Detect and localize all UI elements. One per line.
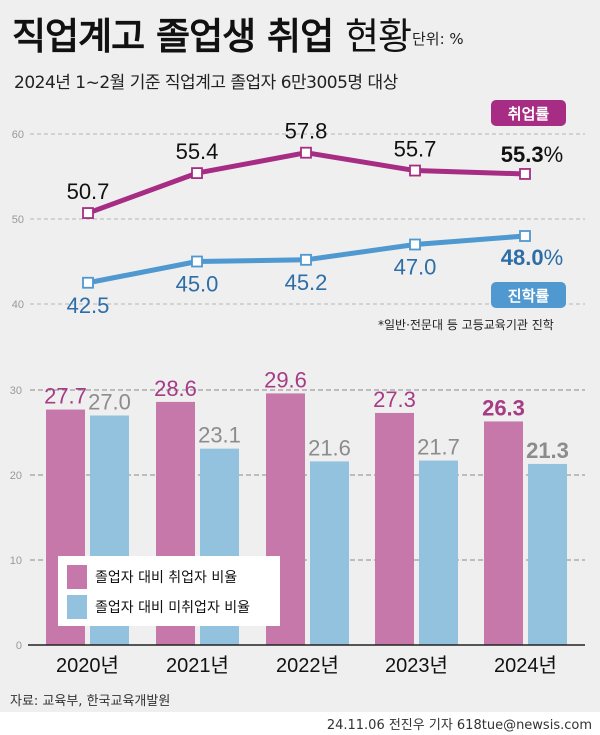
line-marker bbox=[191, 167, 203, 180]
bar-data-label: 21.7 bbox=[417, 435, 460, 460]
y-tick-line-50: 50 bbox=[12, 214, 24, 226]
credit-line: 24.11.06 전진우 기자 618tue@newsis.com bbox=[326, 718, 592, 733]
bar-unemployed bbox=[310, 461, 349, 645]
y-tick-bar-20: 20 bbox=[10, 470, 22, 482]
series-line-0 bbox=[87, 150, 526, 216]
data-label: 47.0 bbox=[394, 255, 437, 280]
bar-employed bbox=[375, 412, 414, 645]
legend-label-employed: 졸업자 대비 취업자 비율 bbox=[95, 570, 238, 586]
line-marker bbox=[519, 168, 531, 180]
legend-item-unemployed: 졸업자 대비 미취업자 비율 bbox=[67, 594, 250, 620]
line-marker bbox=[409, 238, 421, 251]
data-label: 55.7 bbox=[394, 137, 437, 162]
legend-swatch-employed bbox=[67, 565, 87, 589]
data-label: 50.7 bbox=[67, 179, 110, 204]
data-label: 45.2 bbox=[285, 270, 328, 295]
y-tick-line-60: 60 bbox=[12, 129, 24, 141]
x-category-label: 2023년 bbox=[385, 654, 448, 677]
legend-item-employed: 졸업자 대비 취업자 비율 bbox=[67, 564, 237, 590]
legend-swatch-unemployed bbox=[67, 595, 87, 619]
bar-data-label: 21.6 bbox=[308, 435, 351, 460]
bar-data-label: 21.3 bbox=[526, 438, 569, 463]
line-marker bbox=[409, 164, 421, 177]
y-tick-line-40: 40 bbox=[12, 299, 24, 311]
bar-data-label: 23.1 bbox=[198, 423, 241, 448]
unit-label: 단위: % bbox=[412, 30, 464, 48]
title-light: 현황 bbox=[345, 15, 412, 58]
x-category-label: 2021년 bbox=[166, 654, 229, 677]
bar-legend: 졸업자 대비 취업자 비율 졸업자 대비 미취업자 비율 bbox=[58, 556, 280, 626]
bar-data-label: 27.3 bbox=[373, 387, 416, 412]
x-category-label: 2022년 bbox=[276, 654, 339, 677]
percent-sign: % bbox=[544, 142, 564, 167]
legend-badge-employment-rate: 취업률 bbox=[491, 100, 566, 126]
y-tick-bar-30: 30 bbox=[10, 385, 22, 397]
data-label: 45.0 bbox=[176, 272, 219, 297]
data-label-adv-last: 48.0% bbox=[501, 245, 563, 270]
line-marker bbox=[82, 207, 94, 219]
bar-unemployed bbox=[419, 460, 458, 645]
title-bold: 직업계고 졸업생 취업 bbox=[12, 15, 334, 58]
line-chart-footnote: *일반·전문대 등 고등교육기관 진학 bbox=[378, 318, 554, 332]
x-category-label: 2024년 bbox=[494, 654, 557, 677]
bar-data-label: 26.3 bbox=[482, 395, 525, 420]
line-marker bbox=[82, 276, 94, 289]
data-label: 55.4 bbox=[176, 139, 219, 164]
line-marker bbox=[300, 146, 312, 159]
y-tick-bar-10: 10 bbox=[10, 555, 22, 567]
line-marker bbox=[519, 230, 531, 242]
bar-employed bbox=[484, 421, 523, 645]
bar-data-label: 27.0 bbox=[88, 390, 131, 415]
source-note: 자료: 교육부, 한국교육개발원 bbox=[10, 694, 171, 709]
line-marker bbox=[191, 255, 203, 268]
bar-data-label: 29.6 bbox=[264, 367, 307, 392]
legend-badge-advancement-rate: 진학률 bbox=[491, 282, 566, 308]
data-label-emp-last: 55.3% bbox=[501, 142, 563, 167]
bar-data-label: 28.6 bbox=[154, 376, 197, 401]
page-title: 직업계고 졸업생 취업 현황 bbox=[12, 6, 412, 60]
bar-data-label: 27.7 bbox=[44, 384, 87, 409]
x-category-label: 2020년 bbox=[56, 654, 119, 677]
legend-label-unemployed: 졸업자 대비 미취업자 비율 bbox=[95, 600, 251, 616]
data-label: 42.5 bbox=[67, 293, 110, 318]
line-marker bbox=[300, 253, 312, 266]
percent-sign: % bbox=[544, 245, 564, 270]
bar-unemployed bbox=[528, 463, 567, 645]
y-tick-bar-0: 0 bbox=[16, 640, 22, 652]
subtitle: 2024년 1~2월 기준 직업계고 졸업자 6만3005명 대상 bbox=[14, 73, 398, 93]
data-label: 57.8 bbox=[285, 119, 328, 144]
